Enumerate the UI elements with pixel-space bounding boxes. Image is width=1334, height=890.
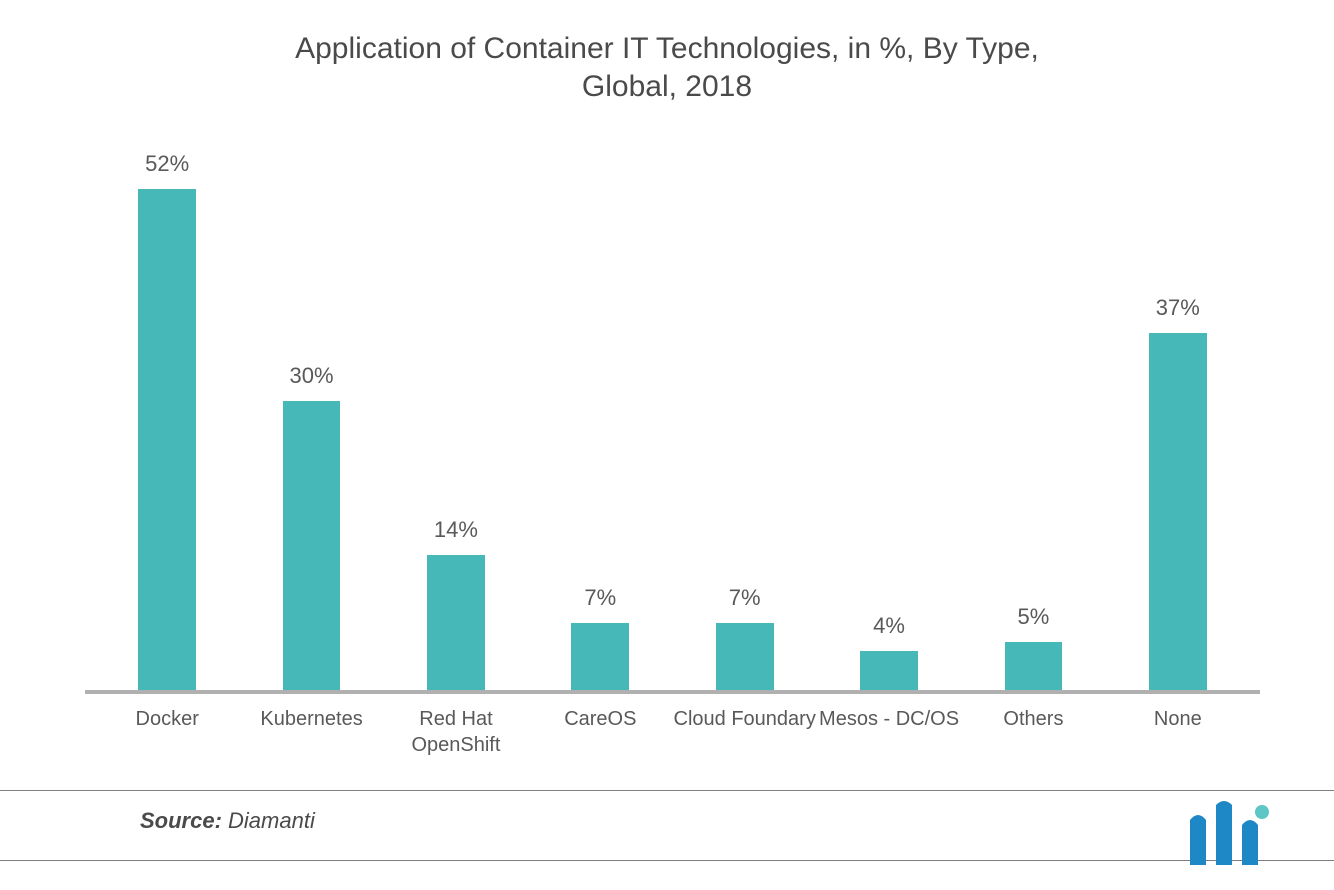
bar — [860, 651, 918, 690]
source-top-line — [0, 790, 1334, 791]
value-label: 7% — [673, 585, 817, 611]
chart-title-line2: Global, 2018 — [0, 68, 1334, 106]
value-label: 7% — [528, 585, 672, 611]
brand-logo — [1180, 800, 1275, 865]
bar — [283, 401, 341, 690]
source-bottom-line — [0, 860, 1334, 861]
x-axis-label: Red Hat OpenShift — [384, 706, 528, 758]
value-label: 37% — [1106, 295, 1250, 321]
value-label: 52% — [95, 151, 239, 177]
source-label: Source: — [140, 808, 228, 833]
x-axis-label: Cloud Foundary — [673, 706, 817, 732]
value-label: 4% — [817, 613, 961, 639]
x-axis-baseline — [85, 690, 1260, 694]
bar — [138, 189, 196, 690]
chart-container: Application of Container IT Technologies… — [0, 0, 1334, 890]
x-axis-label: Docker — [95, 706, 239, 732]
bar — [1149, 333, 1207, 690]
chart-title: Application of Container IT Technologies… — [0, 30, 1334, 106]
source-value: Diamanti — [228, 808, 315, 833]
bar — [571, 623, 629, 690]
x-axis-label: CareOS — [528, 706, 672, 732]
brand-logo-svg — [1180, 800, 1275, 865]
x-axis-label: None — [1106, 706, 1250, 732]
bar — [1005, 642, 1063, 690]
source-text: Source: Diamanti — [140, 808, 315, 834]
x-axis-label: Others — [961, 706, 1105, 732]
x-axis-label: Mesos - DC/OS — [817, 706, 961, 732]
value-label: 14% — [384, 517, 528, 543]
x-axis-label: Kubernetes — [239, 706, 383, 732]
value-label: 5% — [961, 604, 1105, 630]
value-label: 30% — [239, 363, 383, 389]
plot-area: 52%Docker30%Kubernetes14%Red Hat OpenShi… — [95, 160, 1250, 690]
bar — [716, 623, 774, 690]
bar — [427, 555, 485, 690]
chart-title-line1: Application of Container IT Technologies… — [0, 30, 1334, 68]
